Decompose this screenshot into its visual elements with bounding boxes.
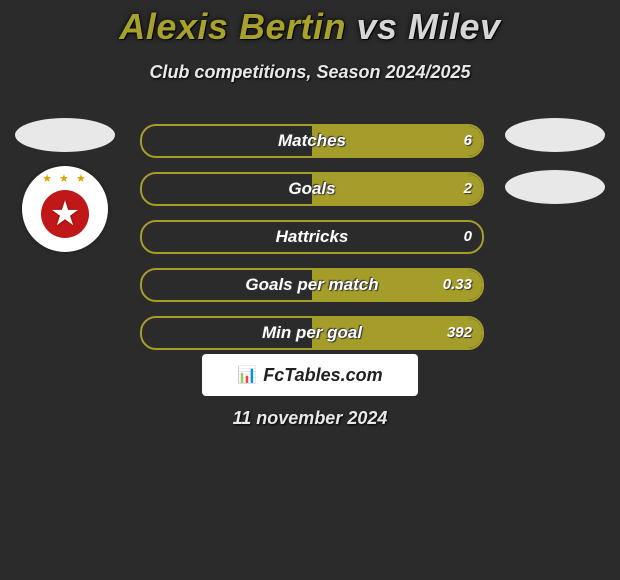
stat-val-right: 0.33: [443, 270, 472, 300]
stat-row-min-per-goal: Min per goal 392: [140, 316, 484, 350]
stat-label: Min per goal: [142, 318, 482, 348]
left-column: ★ ★ ★ ★: [10, 118, 120, 252]
stats-column: Matches 6 Goals 2 Hattricks 0 Goals per …: [140, 124, 480, 364]
player2-photo-placeholder: [505, 118, 605, 152]
player1-club-badge: ★ ★ ★ ★: [22, 166, 108, 252]
subtitle: Club competitions, Season 2024/2025: [0, 62, 620, 83]
badge-core: ★: [41, 190, 89, 238]
comparison-card: Alexis Bertin vs Milev Club competitions…: [0, 0, 620, 580]
attribution-badge[interactable]: 📊 FcTables.com: [202, 354, 418, 396]
stat-val-right: 2: [464, 174, 472, 204]
stat-row-goals: Goals 2: [140, 172, 484, 206]
player2-name: Milev: [408, 6, 501, 47]
stat-row-hattricks: Hattricks 0: [140, 220, 484, 254]
stat-row-matches: Matches 6: [140, 124, 484, 158]
page-title: Alexis Bertin vs Milev: [0, 0, 620, 48]
stat-val-right: 6: [464, 126, 472, 156]
star-icon: ★: [50, 197, 80, 231]
date-label: 11 november 2024: [0, 408, 620, 429]
chart-icon: 📊: [237, 365, 257, 385]
stat-label: Matches: [142, 126, 482, 156]
stat-val-right: 392: [447, 318, 472, 348]
attribution-text: FcTables.com: [263, 365, 382, 386]
player1-name: Alexis Bertin: [119, 6, 346, 47]
stat-label: Hattricks: [142, 222, 482, 252]
vs-label: vs: [356, 6, 397, 47]
badge-stars: ★ ★ ★: [42, 172, 88, 185]
right-column: [500, 118, 610, 204]
stat-label: Goals per match: [142, 270, 482, 300]
stat-val-right: 0: [464, 222, 472, 252]
player1-photo-placeholder: [15, 118, 115, 152]
stat-row-goals-per-match: Goals per match 0.33: [140, 268, 484, 302]
stat-label: Goals: [142, 174, 482, 204]
player2-club-placeholder: [505, 170, 605, 204]
